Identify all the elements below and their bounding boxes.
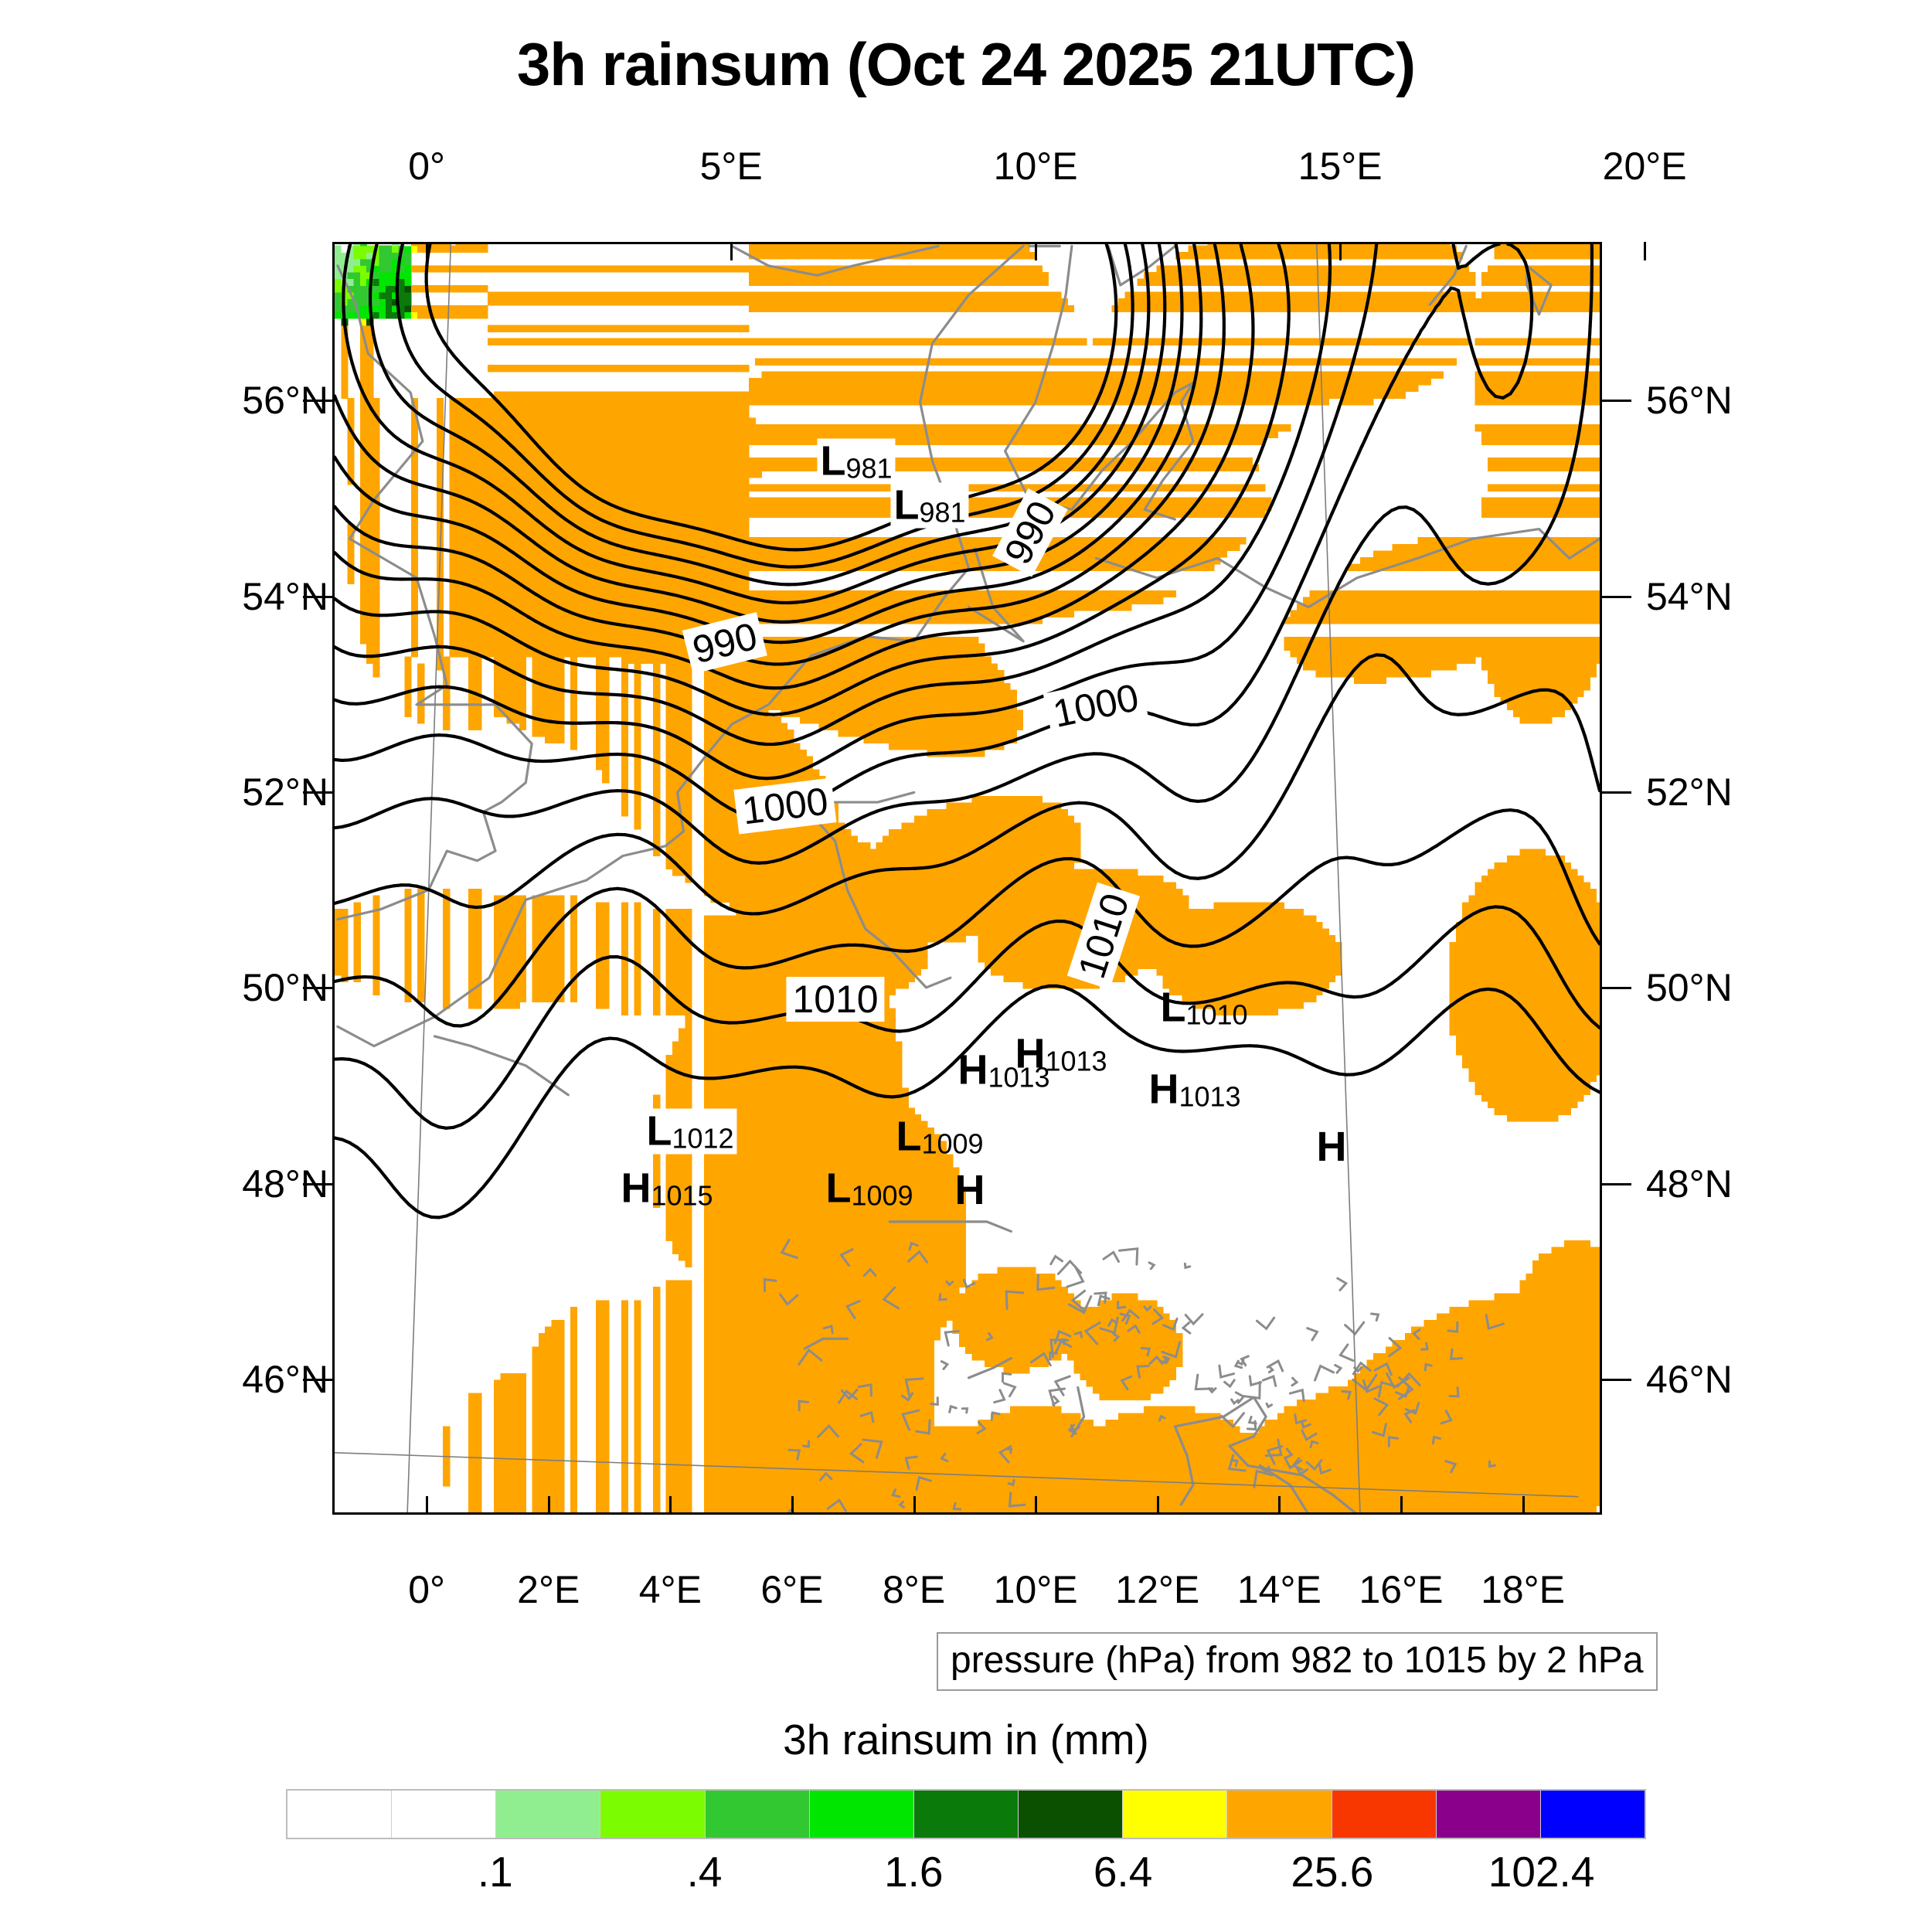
lat-label-right-0: 56°N	[1646, 378, 1733, 423]
lat-tick-left-5	[303, 1379, 332, 1382]
colorbar-cell-0[interactable]	[287, 1791, 392, 1838]
page-title: 3h rainsum (Oct 24 2025 21UTC)	[0, 29, 1932, 100]
colorbar[interactable]	[286, 1789, 1646, 1839]
pressure-center-h-3: H1013	[954, 1048, 1053, 1094]
lat-tick-right-5	[1602, 1379, 1631, 1382]
lon-label-bottom-3: 6°E	[760, 1567, 823, 1612]
colorbar-cell-9[interactable]	[1226, 1791, 1332, 1838]
lon-label-bottom-9: 18°E	[1481, 1567, 1565, 1612]
lon-label-bottom-4: 8°E	[883, 1567, 945, 1612]
colorbar-cell-12[interactable]	[1539, 1791, 1645, 1838]
isobar-label-4: 1010	[786, 977, 885, 1022]
coastlines	[336, 244, 1600, 1512]
colorbar-cell-6[interactable]	[913, 1791, 1019, 1838]
lat-tick-left-3	[303, 987, 332, 990]
lon-tick-bottom-4	[913, 1496, 916, 1515]
lat-label-right-5: 46°N	[1646, 1357, 1733, 1402]
lon-label-top-3: 15°E	[1298, 144, 1383, 189]
pressure-center-l-6: L1012	[643, 1108, 737, 1155]
lat-tick-left-0	[303, 400, 332, 403]
lon-tick-bottom-8	[1400, 1496, 1403, 1515]
lon-label-bottom-2: 4°E	[639, 1567, 702, 1612]
colorbar-tick-2: 1.6	[884, 1847, 943, 1896]
lon-tick-top-3	[1339, 242, 1342, 260]
pressure-center-h-10: H	[952, 1168, 988, 1213]
colorbar-cell-1[interactable]	[391, 1791, 496, 1838]
lon-tick-top-1	[730, 242, 733, 260]
lon-label-bottom-1: 2°E	[517, 1567, 580, 1612]
lat-tick-right-4	[1602, 1182, 1631, 1185]
colorbar-tick-1: .4	[687, 1847, 723, 1896]
lon-tick-top-0	[426, 242, 429, 260]
colorbar-cell-10[interactable]	[1331, 1791, 1436, 1838]
colorbar-tick-labels: .1 .4 1.6 6.4 25.6 102.4	[286, 1847, 1646, 1901]
pressure-center-l-8: L1009	[822, 1166, 916, 1212]
colorbar-tick-5: 102.4	[1488, 1847, 1595, 1896]
lat-label-right-4: 48°N	[1646, 1162, 1733, 1206]
colorbar-cell-5[interactable]	[808, 1791, 913, 1838]
lon-tick-top-2	[1035, 242, 1038, 260]
lat-tick-left-1	[303, 595, 332, 598]
lon-tick-bottom-5	[1035, 1496, 1038, 1515]
colorbar-tick-0: .1	[478, 1847, 513, 1896]
lat-label-right-2: 52°N	[1646, 770, 1733, 815]
lon-label-top-2: 10°E	[994, 144, 1078, 189]
lat-tick-right-0	[1602, 400, 1631, 403]
lon-tick-bottom-9	[1522, 1496, 1525, 1515]
lat-label-right-3: 50°N	[1646, 965, 1733, 1010]
lat-tick-left-2	[303, 791, 332, 794]
lat-tick-right-1	[1602, 595, 1631, 598]
lon-label-bottom-8: 16°E	[1359, 1567, 1443, 1612]
lat-tick-right-2	[1602, 791, 1631, 794]
lon-label-bottom-7: 14°E	[1237, 1567, 1321, 1612]
lat-label-right-1: 54°N	[1646, 574, 1733, 619]
colorbar-cell-2[interactable]	[495, 1791, 600, 1838]
lon-tick-bottom-2	[669, 1496, 672, 1515]
map-canvas	[335, 244, 1600, 1512]
pressure-center-h-11: H	[1314, 1124, 1350, 1169]
colorbar-cell-7[interactable]	[1018, 1791, 1123, 1838]
pressure-center-l-2: L1010	[1157, 985, 1250, 1031]
colorbar-title: 3h rainsum in (mm)	[0, 1715, 1932, 1764]
lon-label-top-0: 0°	[408, 144, 445, 189]
lon-tick-bottom-7	[1278, 1496, 1281, 1515]
colorbar-cell-4[interactable]	[704, 1791, 809, 1838]
lon-label-bottom-5: 10°E	[994, 1567, 1078, 1612]
lat-tick-left-4	[303, 1182, 332, 1185]
lon-tick-bottom-0	[426, 1496, 429, 1515]
map-plot-area[interactable]: 990 990 1000 1000 1010 1010 L981 L981 L1010 H1013…	[332, 242, 1602, 1515]
lon-label-bottom-6: 12°E	[1115, 1567, 1199, 1612]
colorbar-cell-3[interactable]	[600, 1791, 705, 1838]
lon-tick-bottom-3	[791, 1496, 794, 1515]
map-detail-fragments	[763, 1238, 1505, 1512]
colorbar-tick-4: 25.6	[1291, 1847, 1373, 1896]
lon-label-top-4: 20°E	[1603, 144, 1687, 189]
pressure-center-h-4: H1013	[1012, 1032, 1110, 1077]
pressure-center-l-0: L981	[817, 438, 896, 485]
lon-label-bottom-0: 0°	[408, 1567, 445, 1612]
colorbar-tick-3: 6.4	[1094, 1847, 1152, 1896]
colorbar-cell-11[interactable]	[1435, 1791, 1540, 1838]
pressure-center-l-7: L1009	[893, 1114, 986, 1160]
lon-tick-bottom-1	[547, 1496, 550, 1515]
lat-tick-right-3	[1602, 987, 1631, 990]
colorbar-cell-8[interactable]	[1122, 1791, 1227, 1838]
lon-label-top-1: 5°E	[700, 144, 763, 189]
pressure-center-h-9: H1015	[617, 1166, 716, 1212]
pressure-center-l-1: L981	[890, 482, 969, 529]
lon-tick-bottom-6	[1156, 1496, 1159, 1515]
precipitation-raster	[335, 244, 1600, 1512]
pressure-caption: pressure (hPa) from 982 to 1015 by 2 hPa	[937, 1632, 1658, 1691]
isobar-contours	[335, 244, 1600, 1219]
pressure-center-h-5: H1013	[1145, 1067, 1243, 1113]
lon-tick-top-4	[1644, 242, 1647, 260]
